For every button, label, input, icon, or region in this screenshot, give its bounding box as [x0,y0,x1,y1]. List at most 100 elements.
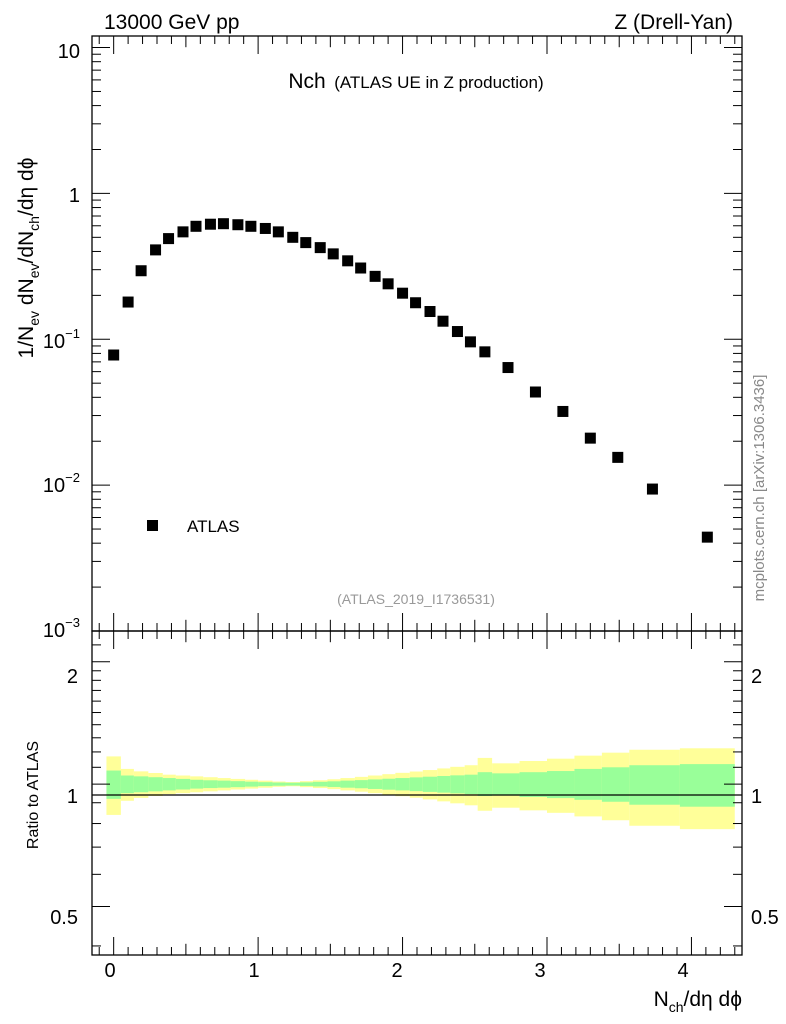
ratio-band-inner [437,776,451,793]
data-point [502,362,514,374]
ratio-band-inner [547,771,575,799]
ratio-ytick-left-2: 2 [67,666,78,688]
ratio-band-inner [258,782,273,787]
data-point [437,315,449,327]
ratio-band-inner [230,781,246,788]
xtick-label-2: 2 [391,960,402,982]
header-right-label: Z (Drell-Yan) [614,11,733,34]
main-panel-ticks [92,36,742,632]
ratio-ytick-right-2: 2 [751,666,762,688]
header-left-label: 13000 GeV pp [104,11,239,34]
ytick-label-10: 10 [58,41,80,63]
ratio-band-inner [300,782,313,786]
data-point [122,296,134,308]
data-point [424,306,436,318]
ratio-band-inner [217,780,231,788]
ratio-band-inner [190,779,204,789]
data-point [410,297,422,309]
data-point [245,220,257,232]
legend-label-atlas: ATLAS [187,517,240,536]
data-point [342,255,354,267]
main-panel-frame [91,35,743,632]
data-point [150,244,162,256]
ytick-label-1e-3: 10−3 [43,615,80,642]
data-point [451,326,463,338]
ratio-panel-ticks [92,631,742,955]
ratio-band-inner [477,772,493,796]
ratio-band-inner [395,778,410,791]
ratio-band-inner [245,781,259,787]
data-point [646,483,658,495]
data-point [287,231,299,243]
ratio-band-inner [382,778,396,790]
data-point [464,336,476,348]
ratio-band-inner [450,775,465,794]
ytick-label-1e-2: 10−2 [43,470,80,497]
ratio-band-inner [409,777,423,792]
data-point [232,219,244,231]
ratio-band-inner [629,765,680,805]
data-point [108,349,120,361]
chart-title: Nch (ATLAS UE in Z production) [288,70,543,93]
legend-marker-atlas [147,520,158,531]
data-point [584,432,596,444]
data-point [701,531,713,543]
xlabel: Nch/dη dϕ [654,988,742,1015]
data-point [327,248,339,260]
data-point [300,237,312,249]
ratio-band-inner [422,776,438,792]
ratio-band-inner [162,778,176,791]
ratio-band-inner [272,782,286,786]
data-point [397,287,409,299]
ytick-label-1e-1: 10−1 [43,326,80,353]
main-ylabel: 1/Nev dNev/dNch/dη dϕ [15,158,42,359]
ratio-band-inner [120,775,134,794]
data-point [479,346,491,358]
data-point [557,405,569,417]
data-point [177,226,189,238]
data-point [355,262,367,274]
data-point [314,242,326,254]
xtick-label-0: 0 [104,960,115,982]
ratio-band-inner [367,779,383,789]
xtick-label-4: 4 [677,960,688,982]
ratio-panel-frame [91,630,743,956]
ratio-band-inner [464,774,478,795]
ratio-band-inner [340,780,355,788]
main-panel: Nch (ATLAS UE in Z production) 10 1 10−1… [15,35,743,642]
data-point [217,218,229,230]
ratio-ytick-left-1: 1 [67,786,78,808]
ratio-ytick-right-0.5: 0.5 [751,907,779,929]
ratio-band-inner [106,770,121,799]
ratio-band-inner [327,781,341,787]
ratio-ylabel: Ratio to ATLAS [25,741,42,849]
data-point [135,265,147,277]
ratio-band-inner [679,764,735,807]
xtick-label-3: 3 [534,960,545,982]
ratio-band-inner [133,776,149,793]
data-point [272,226,284,238]
ratio-band-inner [519,772,547,797]
ratio-band-inner [601,767,630,802]
data-series-atlas [108,218,713,543]
data-point [190,220,202,232]
data-point [529,386,541,398]
ratio-ytick-left-0.5: 0.5 [50,907,78,929]
ratio-ytick-right-1: 1 [751,786,762,808]
data-point [163,233,175,245]
side-source-label: mcplots.cern.ch [arXiv:1306.3436] [751,375,768,602]
data-point [369,270,381,282]
data-point [382,278,394,290]
ytick-label-1: 1 [69,185,80,207]
analysis-id-label: (ATLAS_2019_I1736531) [337,591,495,607]
ratio-band-inner [203,780,218,789]
ratio-band-inner [285,782,300,786]
ratio-band-inner [175,778,191,790]
data-point [259,222,271,234]
ratio-band-inner [313,781,328,787]
ratio-band-inner [148,777,163,792]
ratio-panel: 2 1 0.5 2 1 0.5 Ratio to ATLAS 0 1 2 3 4… [25,630,779,1015]
ratio-band-inner [492,773,520,796]
xtick-label-1: 1 [248,960,259,982]
